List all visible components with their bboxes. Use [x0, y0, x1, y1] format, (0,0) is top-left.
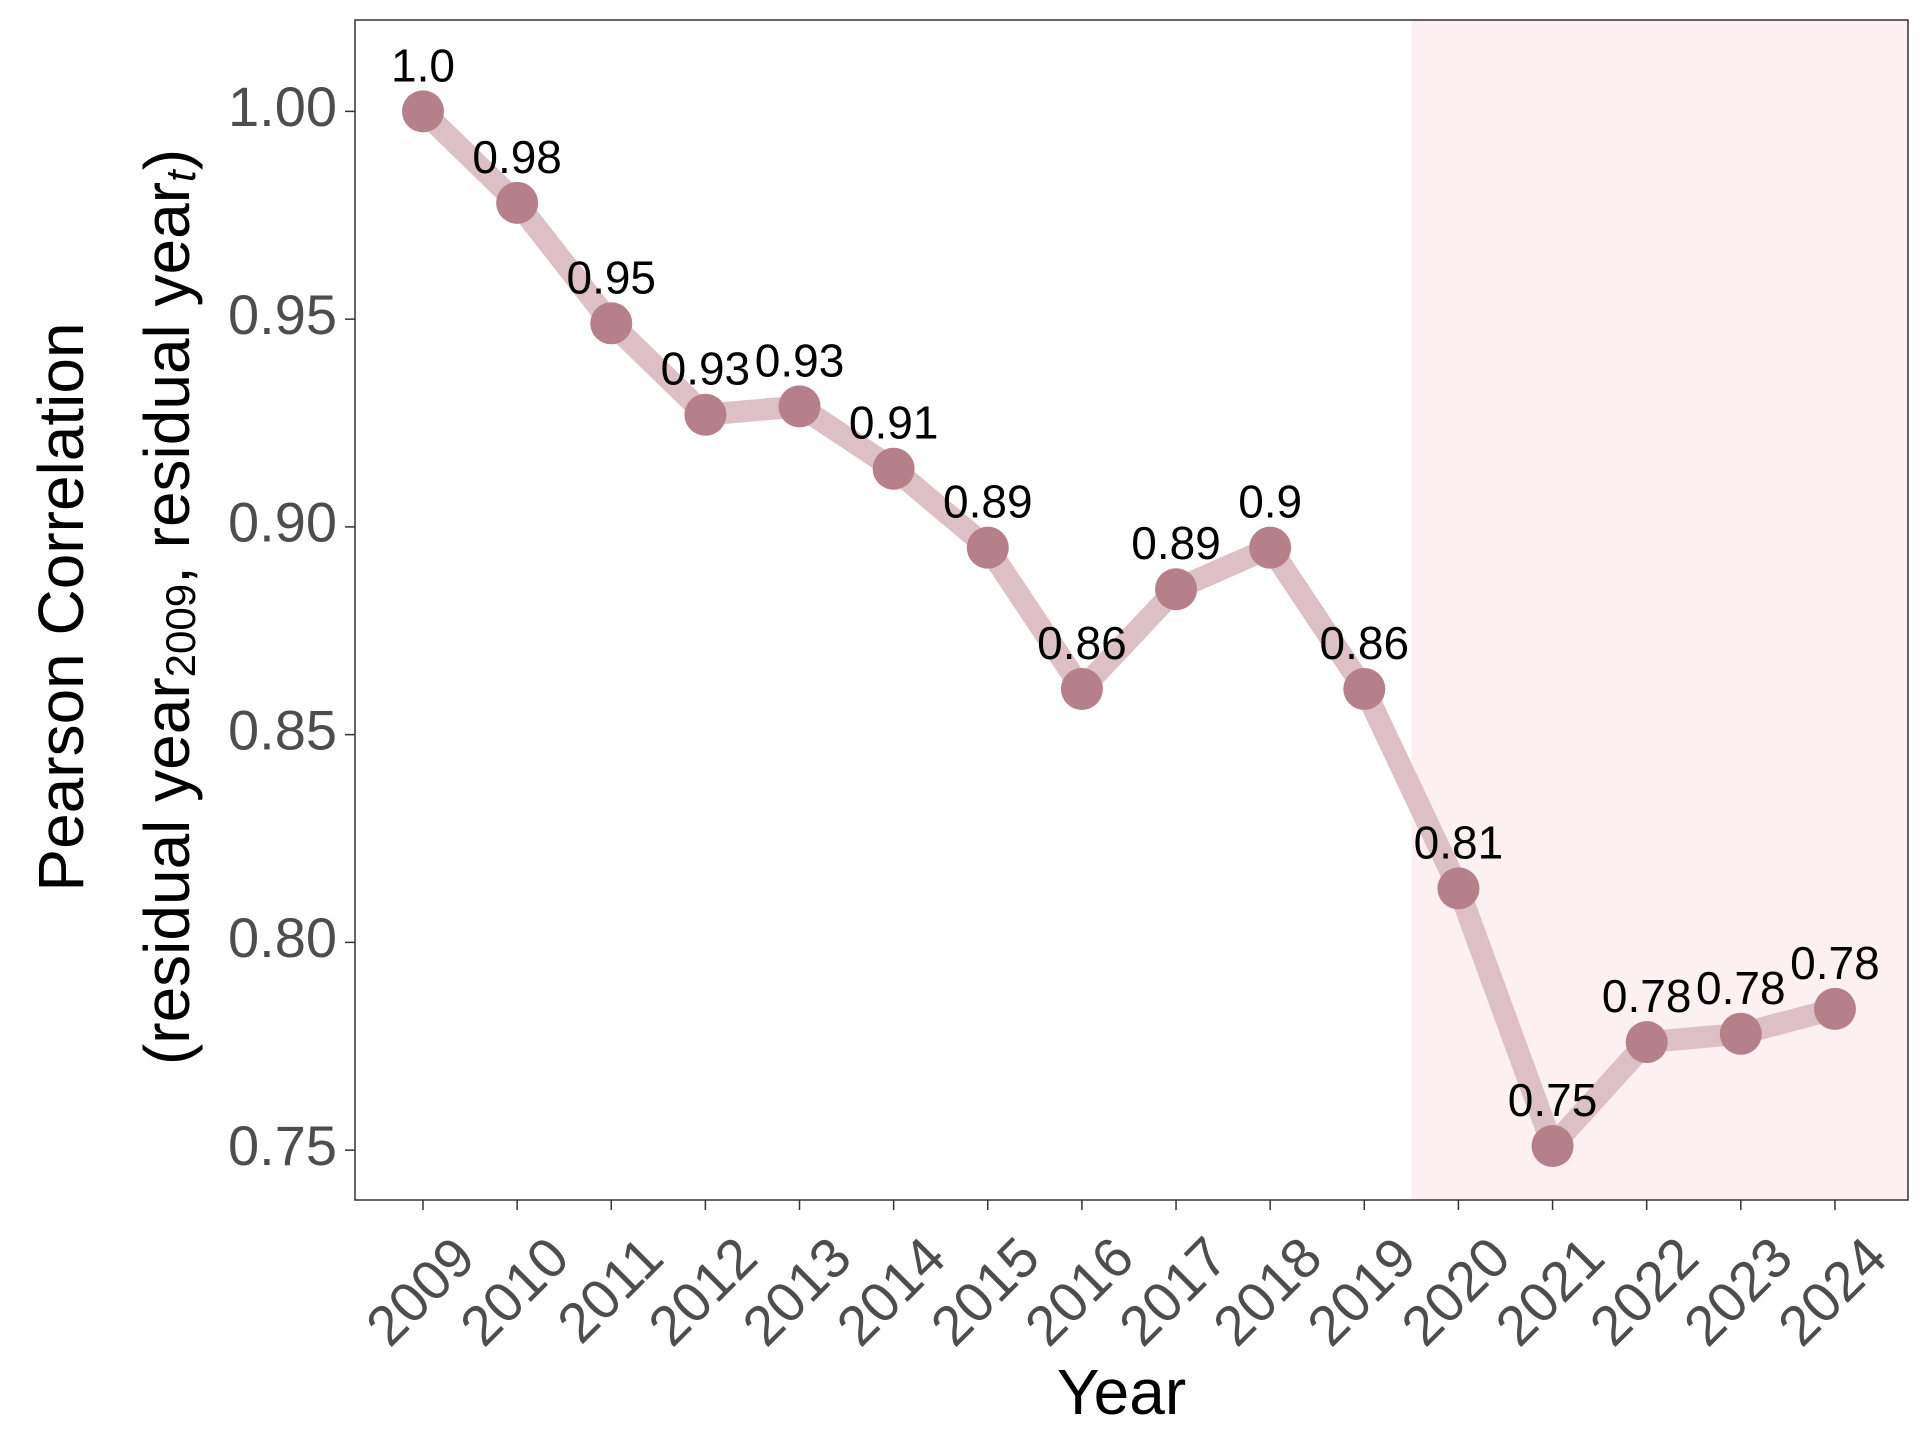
- data-point: [872, 447, 915, 490]
- x-tick-label: 2009: [354, 1225, 487, 1358]
- x-tick-label: 2017: [1107, 1225, 1240, 1358]
- data-point: [1060, 667, 1103, 710]
- x-tick-label: 2016: [1013, 1225, 1146, 1358]
- series-line: [412, 100, 1846, 1157]
- data-label: 0.78: [1696, 962, 1786, 1014]
- y-axis-title-part: 2009: [157, 584, 204, 677]
- x-tick-label: 2011: [545, 1225, 675, 1355]
- y-axis-title-part: ): [131, 149, 203, 170]
- data-label: 1.0: [391, 39, 455, 91]
- data-label: 0.86: [1320, 617, 1410, 669]
- data-point: [1625, 1021, 1668, 1064]
- x-tick-label: 2018: [1201, 1225, 1334, 1358]
- data-point: [402, 90, 444, 133]
- data-label: 0.9: [1238, 476, 1302, 528]
- data-label: 0.95: [566, 251, 656, 303]
- data-label: 0.89: [943, 476, 1033, 528]
- data-point: [1813, 987, 1856, 1030]
- y-axis-title-part: , residual year: [131, 182, 203, 584]
- y-axis-title-line2: (residual year2009, residual yeart): [131, 149, 204, 1065]
- x-tick-label: 2022: [1577, 1225, 1710, 1358]
- data-label: 0.78: [1602, 970, 1692, 1022]
- y-tick-label: 0.80: [228, 906, 337, 969]
- data-point: [778, 385, 821, 428]
- data-point: [1155, 568, 1198, 611]
- data-point: [1249, 526, 1292, 569]
- x-tick-label: 2013: [730, 1225, 863, 1358]
- data-label: 0.93: [661, 343, 751, 395]
- y-tick-label: 1.00: [228, 75, 337, 138]
- y-axis-title-line1: Pearson Correlation: [25, 322, 97, 891]
- y-axis-title-part: (residual year: [131, 677, 203, 1065]
- data-label: 0.98: [472, 131, 562, 183]
- data-point: [590, 302, 633, 345]
- data-label: 0.86: [1037, 617, 1127, 669]
- data-label: 0.89: [1131, 517, 1221, 569]
- plot-border: [354, 19, 1909, 1201]
- data-point: [684, 393, 727, 436]
- y-axis-title: Pearson Correlation (residual year2009, …: [25, 149, 204, 1065]
- data-label: 0.75: [1508, 1074, 1598, 1126]
- x-tick-label: 2023: [1672, 1225, 1805, 1358]
- y-tick-label: 0.85: [228, 698, 337, 761]
- x-tick-label: 2014: [824, 1225, 957, 1358]
- x-tick-label: 2010: [448, 1225, 581, 1358]
- x-tick-label: 2012: [636, 1225, 769, 1358]
- x-axis-title: Year: [1057, 1356, 1186, 1428]
- x-tick-label: 2020: [1389, 1225, 1522, 1358]
- x-tick-label: 2019: [1295, 1225, 1428, 1358]
- x-tick-label: 2021: [1483, 1225, 1616, 1358]
- x-tick-label: 2024: [1766, 1225, 1899, 1358]
- data-label: 0.78: [1790, 937, 1880, 989]
- y-tick-label: 0.90: [228, 491, 337, 554]
- data-point: [496, 181, 539, 224]
- data-point: [1531, 1124, 1574, 1167]
- data-label: 0.91: [849, 397, 939, 449]
- data-point: [966, 526, 1009, 569]
- data-label: 0.81: [1414, 816, 1504, 868]
- data-point: [1343, 667, 1386, 710]
- y-tick-label: 0.95: [228, 283, 337, 346]
- data-point: [1719, 1012, 1762, 1055]
- data-label: 0.93: [755, 334, 845, 386]
- x-tick-label: 2015: [918, 1225, 1051, 1358]
- data-point: [1437, 867, 1480, 910]
- y-axis-title-part: t: [157, 168, 204, 182]
- y-tick-label: 0.75: [228, 1114, 337, 1177]
